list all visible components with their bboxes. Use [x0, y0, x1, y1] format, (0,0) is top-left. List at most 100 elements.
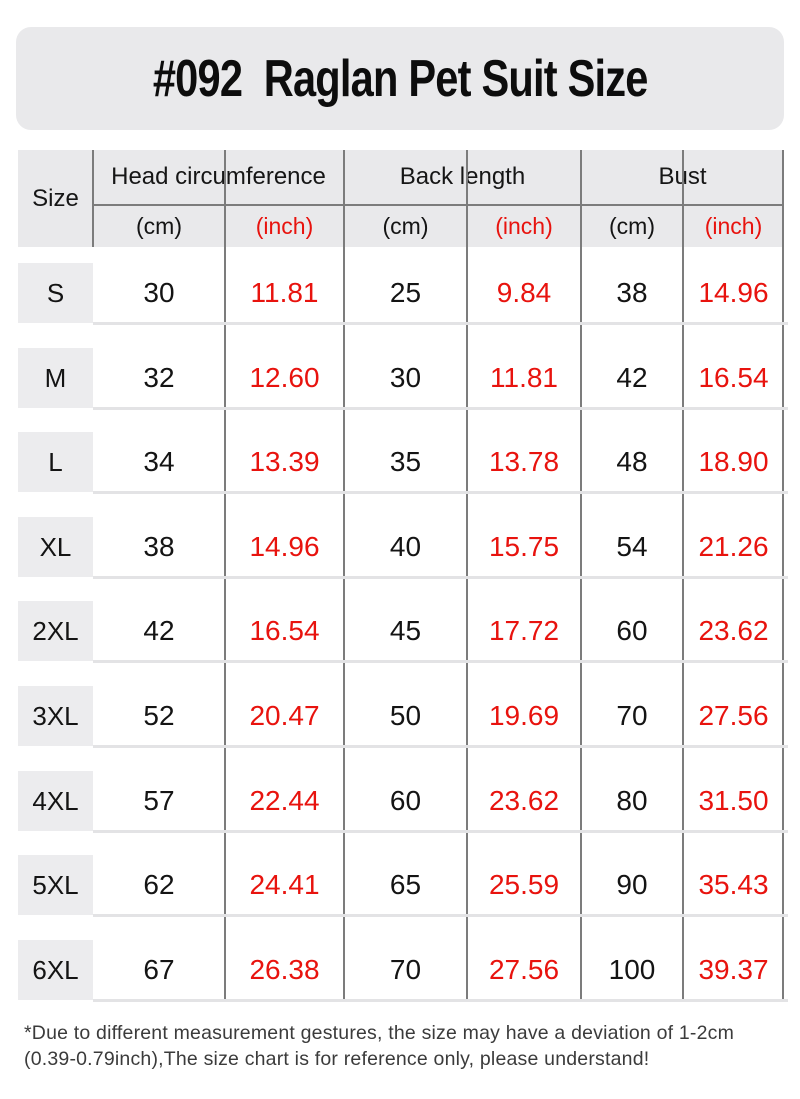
size-chart-table: Size Head circumference Back length Bust…	[18, 150, 788, 1002]
bust-inch-cell: 31.50	[698, 785, 769, 816]
back-inch-cell: 23.62	[488, 785, 560, 816]
page-title: #092 Raglan Pet Suit Size	[152, 49, 649, 108]
back-cm-cell: 70	[389, 954, 422, 985]
size-cell: S	[18, 263, 93, 323]
back-inch-cell: 11.81	[490, 362, 558, 393]
table-row-6xl: 6XL 67 26.38 70 27.56 100 39.37	[18, 940, 788, 1002]
disclaimer-note: *Due to different measurement gestures, …	[24, 1020, 786, 1072]
table-row-l: L 34 13.39 35 13.78 48 18.90	[18, 432, 788, 494]
bust-inch-cell: 16.54	[698, 362, 769, 393]
unit-header-back-cm: (cm)	[382, 213, 429, 239]
head-inch-cell: 22.44	[249, 785, 320, 816]
head-cm-cell: 52	[143, 700, 175, 731]
size-cell: M	[18, 348, 93, 408]
column-rule	[580, 150, 582, 1000]
back-cm-cell: 25	[389, 277, 422, 308]
row-separator	[93, 999, 788, 1002]
head-cm-cell: 67	[143, 954, 175, 985]
table-row-s: S 30 11.81 25 9.84 38 14.96	[18, 263, 788, 325]
row-separator	[93, 322, 788, 325]
bust-cm-cell: 48	[616, 446, 648, 477]
head-inch-cell: 24.41	[249, 869, 320, 900]
back-cm-cell: 40	[389, 531, 422, 562]
table-row-5xl: 5XL 62 24.41 65 25.59 90 35.43	[18, 855, 788, 917]
row-separator	[93, 407, 788, 410]
column-header-size: Size	[32, 184, 79, 212]
size-cell: 6XL	[18, 940, 93, 1000]
column-rule-right-edge	[782, 150, 784, 1000]
head-inch-cell: 11.81	[250, 277, 319, 308]
head-cm-cell: 38	[143, 531, 175, 562]
column-rule	[343, 150, 345, 1000]
head-cm-cell: 57	[143, 785, 175, 816]
back-inch-cell: 19.69	[488, 700, 560, 731]
row-separator	[93, 660, 788, 663]
unit-header-bust-inch: (inch)	[704, 213, 763, 239]
row-separator	[93, 576, 788, 579]
disclaimer-line-1: *Due to different measurement gestures, …	[24, 1022, 735, 1044]
head-inch-cell: 26.38	[249, 954, 320, 985]
head-cm-cell: 34	[143, 446, 175, 477]
row-separator	[93, 830, 788, 833]
row-separator	[93, 745, 788, 748]
bust-cm-cell: 100	[608, 954, 656, 985]
back-inch-cell: 9.84	[496, 277, 552, 308]
bust-inch-cell: 23.62	[698, 615, 769, 646]
back-cm-cell: 35	[389, 446, 422, 477]
bust-cm-cell: 80	[616, 785, 648, 816]
bust-inch-cell: 27.56	[698, 700, 769, 731]
back-inch-cell: 25.59	[488, 869, 560, 900]
column-group-back-length: Back length	[399, 163, 526, 190]
unit-header-head-cm: (cm)	[136, 213, 182, 239]
row-separator	[93, 914, 788, 917]
bust-inch-cell: 21.26	[698, 531, 769, 562]
disclaimer-line-2: (0.39-0.79inch),The size chart is for re…	[24, 1048, 650, 1070]
bust-cm-cell: 70	[616, 700, 648, 731]
row-separator	[93, 491, 788, 494]
bust-inch-cell: 14.96	[698, 277, 769, 308]
head-inch-cell: 13.39	[249, 446, 320, 477]
bust-cm-cell: 42	[616, 362, 648, 393]
column-rule	[224, 150, 226, 1000]
column-rule	[466, 150, 468, 1000]
head-inch-cell: 14.96	[249, 531, 320, 562]
table-row-2xl: 2XL 42 16.54 45 17.72 60 23.62	[18, 601, 788, 663]
back-cm-cell: 50	[389, 700, 422, 731]
table-header: Size Head circumference Back length Bust…	[18, 150, 784, 247]
bust-inch-cell: 35.43	[698, 869, 769, 900]
bust-inch-cell: 39.37	[698, 954, 769, 985]
back-cm-cell: 65	[389, 869, 422, 900]
head-cm-cell: 42	[143, 615, 175, 646]
table-row-3xl: 3XL 52 20.47 50 19.69 70 27.56	[18, 686, 788, 748]
size-cell: 2XL	[18, 601, 93, 661]
unit-header-head-inch: (inch)	[255, 213, 314, 239]
head-inch-cell: 20.47	[249, 700, 320, 731]
head-cm-cell: 32	[143, 362, 175, 393]
column-rule-size	[92, 150, 94, 247]
table-row-m: M 32 12.60 30 11.81 42 16.54	[18, 348, 788, 410]
back-inch-cell: 15.75	[488, 531, 560, 562]
table-row-xl: XL 38 14.96 40 15.75 54 21.26	[18, 517, 788, 579]
back-cm-cell: 45	[389, 615, 422, 646]
head-cm-cell: 30	[143, 277, 175, 308]
bust-cm-cell: 54	[616, 531, 648, 562]
back-inch-cell: 27.56	[488, 954, 560, 985]
head-inch-cell: 16.54	[249, 615, 320, 646]
bust-cm-cell: 38	[616, 277, 648, 308]
unit-header-bust-cm: (cm)	[609, 213, 655, 239]
bust-inch-cell: 18.90	[698, 446, 769, 477]
bust-cm-cell: 60	[616, 615, 648, 646]
size-cell: L	[18, 432, 93, 492]
unit-header-back-inch: (inch)	[495, 213, 553, 239]
head-cm-cell: 62	[143, 869, 175, 900]
back-cm-cell: 60	[389, 785, 422, 816]
size-cell: 3XL	[18, 686, 93, 746]
header-divider	[93, 204, 784, 206]
size-cell: 5XL	[18, 855, 93, 915]
column-group-head-circumference: Head circumference	[111, 163, 326, 190]
size-cell: XL	[18, 517, 93, 577]
head-inch-cell: 12.60	[249, 362, 320, 393]
back-inch-cell: 17.72	[488, 615, 560, 646]
back-cm-cell: 30	[389, 362, 422, 393]
column-rule	[682, 150, 684, 1000]
